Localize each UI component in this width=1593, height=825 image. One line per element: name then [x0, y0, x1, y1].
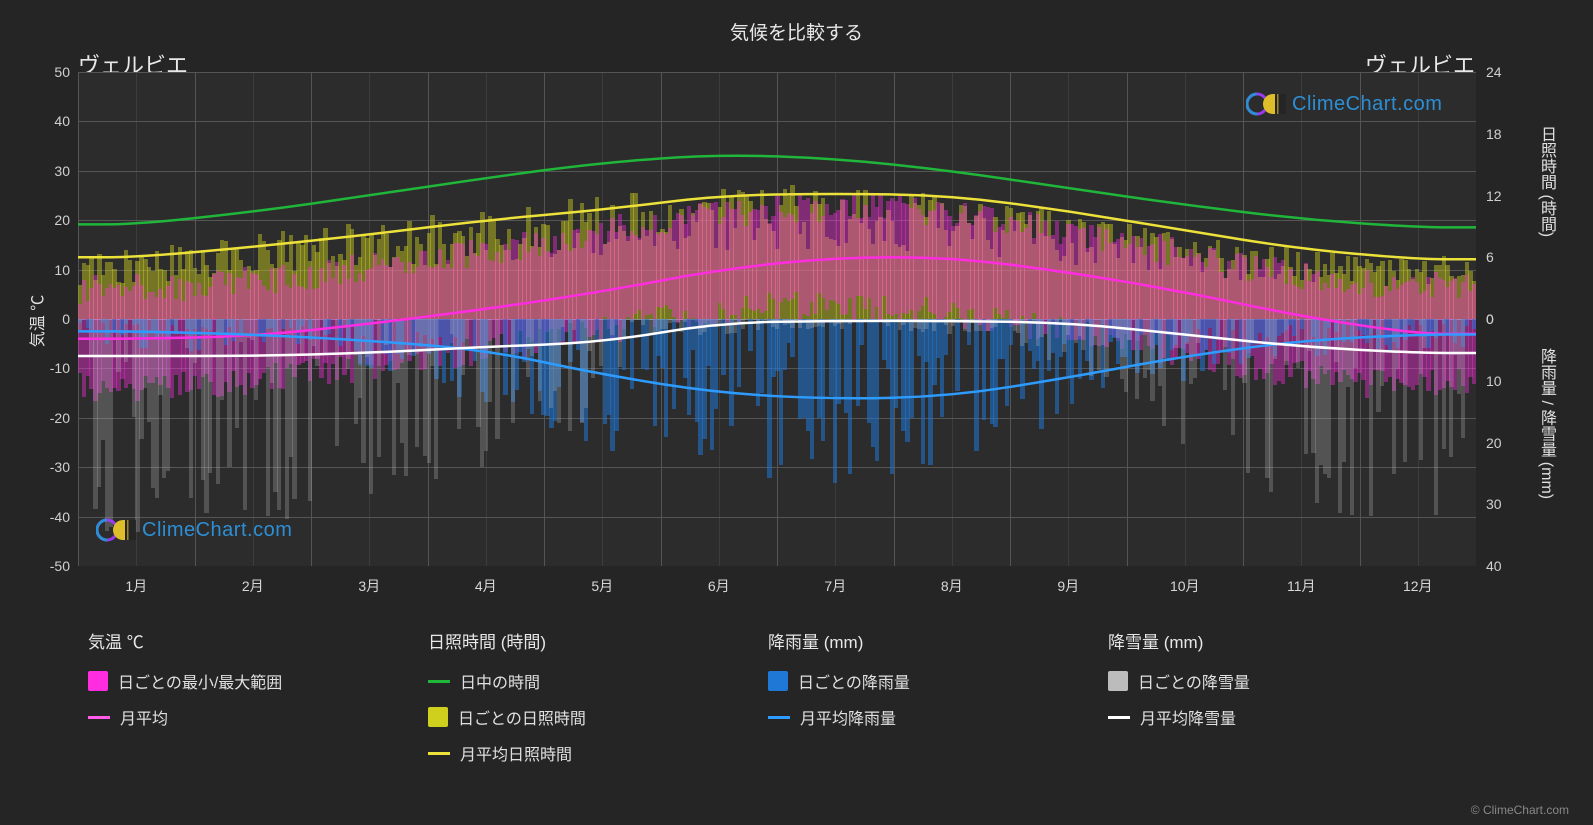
watermark-text: ClimeChart.com [142, 519, 292, 542]
ytick-right-bottom: 30 [1486, 496, 1526, 512]
climechart-logo-icon [96, 516, 136, 544]
xtick-month: 10月 [1170, 576, 1200, 596]
ytick-left: 10 [30, 262, 70, 278]
legend-column: 降雨量 (mm) 日ごとの降雨量月平均降雨量 [768, 628, 1028, 765]
legend-item: 日ごとの降雪量 [1108, 669, 1368, 693]
ytick-left: 30 [30, 163, 70, 179]
ytick-left: -30 [30, 459, 70, 475]
legend-item: 日ごとの最小/最大範囲 [88, 669, 348, 693]
climechart-logo-icon [1246, 90, 1286, 118]
ytick-left: -20 [30, 410, 70, 426]
legend-column: 降雪量 (mm) 日ごとの降雪量月平均降雪量 [1108, 628, 1368, 765]
legend-label: 月平均降雨量 [800, 705, 896, 729]
xtick-month: 5月 [591, 576, 613, 596]
xtick-month: 1月 [125, 576, 147, 596]
ytick-left: 50 [30, 64, 70, 80]
legend-item: 月平均 [88, 705, 348, 729]
legend-heading: 日照時間 (時間) [428, 628, 688, 653]
xtick-month: 8月 [941, 576, 963, 596]
xtick-month: 3月 [358, 576, 380, 596]
ytick-right-top: 6 [1486, 249, 1526, 265]
legend-swatch-icon [88, 671, 108, 691]
legend-swatch-icon [768, 671, 788, 691]
xtick-month: 11月 [1287, 576, 1316, 596]
watermark-bottom: ClimeChart.com [96, 516, 292, 544]
ytick-right-top: 24 [1486, 64, 1526, 80]
ytick-right-bottom: 10 [1486, 373, 1526, 389]
ytick-right-bottom: 0 [1486, 311, 1526, 327]
xtick-month: 4月 [475, 576, 497, 596]
y-axis-right-top-label: 日照時間 (時間) [1534, 126, 1558, 237]
copyright: © ClimeChart.com [1471, 803, 1569, 817]
legend-label: 月平均日照時間 [460, 741, 572, 765]
series-line [78, 257, 1476, 339]
series-line [78, 194, 1476, 259]
legend-column: 気温 ℃ 日ごとの最小/最大範囲月平均 [88, 628, 348, 765]
legend-label: 日ごとの最小/最大範囲 [118, 669, 282, 693]
legend-item: 日中の時間 [428, 669, 688, 693]
legend-line-icon [1108, 716, 1130, 719]
legend-label: 月平均降雪量 [1140, 705, 1236, 729]
legend-label: 日ごとの日照時間 [458, 705, 586, 729]
legend-item: 月平均降雪量 [1108, 705, 1368, 729]
series-line [78, 331, 1476, 398]
ytick-left: -50 [30, 558, 70, 574]
legend-line-icon [88, 716, 110, 719]
ytick-right-top: 12 [1486, 188, 1526, 204]
ytick-left: 20 [30, 212, 70, 228]
xtick-month: 7月 [824, 576, 846, 596]
ytick-left: -40 [30, 509, 70, 525]
legend-label: 日中の時間 [460, 669, 540, 693]
xtick-month: 9月 [1057, 576, 1079, 596]
legend-item: 月平均日照時間 [428, 741, 688, 765]
legend-line-icon [768, 716, 790, 719]
xtick-month: 12月 [1403, 576, 1433, 596]
legend-label: 日ごとの降雨量 [798, 669, 910, 693]
legend-heading: 気温 ℃ [88, 628, 348, 653]
watermark-top: ClimeChart.com [1246, 90, 1442, 118]
legend: 気温 ℃ 日ごとの最小/最大範囲月平均 日照時間 (時間) 日中の時間日ごとの日照時間… [88, 628, 1553, 765]
ytick-left: 40 [30, 113, 70, 129]
legend-line-icon [428, 680, 450, 683]
legend-item: 月平均降雨量 [768, 705, 1028, 729]
legend-column: 日照時間 (時間) 日中の時間日ごとの日照時間月平均日照時間 [428, 628, 688, 765]
legend-line-icon [428, 752, 450, 755]
legend-label: 月平均 [120, 705, 168, 729]
legend-swatch-icon [1108, 671, 1128, 691]
watermark-text: ClimeChart.com [1292, 93, 1442, 116]
legend-swatch-icon [428, 707, 448, 727]
legend-heading: 降雨量 (mm) [768, 628, 1028, 653]
series-line [78, 156, 1476, 228]
ytick-right-bottom: 20 [1486, 435, 1526, 451]
ytick-right-top: 18 [1486, 126, 1526, 142]
ytick-left: 0 [30, 311, 70, 327]
xtick-month: 2月 [242, 576, 264, 596]
xtick-month: 6月 [708, 576, 730, 596]
legend-label: 日ごとの降雪量 [1138, 669, 1250, 693]
series-line [78, 321, 1476, 356]
legend-item: 日ごとの日照時間 [428, 705, 688, 729]
ytick-left: -10 [30, 360, 70, 376]
y-axis-right-bottom-label: 降雨量 / 降雪量 (mm) [1534, 348, 1558, 499]
legend-item: 日ごとの降雨量 [768, 669, 1028, 693]
legend-heading: 降雪量 (mm) [1108, 628, 1368, 653]
ytick-right-bottom: 40 [1486, 558, 1526, 574]
